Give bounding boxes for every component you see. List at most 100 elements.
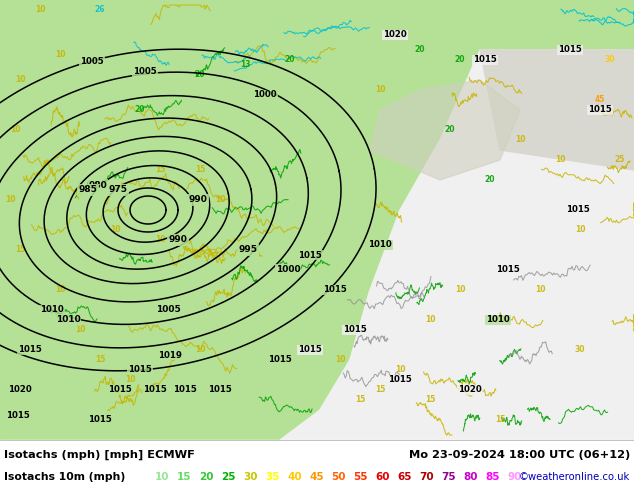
Text: 10: 10 [555,155,566,165]
Text: 10: 10 [335,356,346,365]
Text: 1005: 1005 [133,68,157,76]
Text: 40: 40 [287,472,302,482]
Text: Mo 23-09-2024 18:00 UTC (06+12): Mo 23-09-2024 18:00 UTC (06+12) [409,450,630,460]
Text: 15: 15 [375,386,385,394]
Text: 45: 45 [595,96,605,104]
Text: 10: 10 [395,366,405,374]
Text: 1015: 1015 [323,286,347,294]
Text: 1015: 1015 [473,55,497,65]
Text: 20: 20 [199,472,214,482]
Text: 10: 10 [125,375,135,385]
Text: 1015: 1015 [343,325,367,335]
Text: 1015: 1015 [208,386,232,394]
Text: 30: 30 [243,472,257,482]
Text: 25: 25 [221,472,235,482]
Text: 25: 25 [615,155,625,165]
Polygon shape [320,50,634,440]
Text: 1015: 1015 [6,411,30,419]
Text: 30: 30 [605,55,615,65]
Text: 85: 85 [485,472,500,482]
Bar [0,0,634,440]
Text: 10: 10 [155,472,169,482]
Text: 1019: 1019 [158,350,182,360]
Text: 65: 65 [397,472,411,482]
Text: Isotachs (mph) [mph] ECMWF: Isotachs (mph) [mph] ECMWF [4,450,195,460]
Text: 75: 75 [441,472,456,482]
Text: 1015: 1015 [496,266,520,274]
Text: 15: 15 [15,245,25,254]
Text: 1010: 1010 [56,316,81,324]
Text: 10: 10 [455,286,465,294]
Text: 1015: 1015 [268,356,292,365]
Text: 35: 35 [265,472,280,482]
Polygon shape [280,290,500,440]
Text: 1020: 1020 [458,386,482,394]
Text: 20: 20 [135,105,145,115]
Text: 15: 15 [355,395,365,405]
Text: 20: 20 [285,55,295,65]
Text: 70: 70 [419,472,434,482]
Text: 1015: 1015 [588,105,612,115]
Text: 10: 10 [534,286,545,294]
Text: ©weatheronline.co.uk: ©weatheronline.co.uk [519,472,630,482]
Text: 15: 15 [155,166,165,174]
Text: 1010: 1010 [368,241,392,249]
Text: 10: 10 [195,345,205,354]
Text: 10: 10 [35,5,45,15]
Text: 60: 60 [375,472,389,482]
Text: 1005: 1005 [80,57,104,67]
Text: 10: 10 [575,225,585,235]
Text: 10: 10 [155,236,165,245]
Text: 10: 10 [515,136,525,145]
Text: 1015: 1015 [388,375,412,385]
Text: 20: 20 [444,125,455,134]
Text: 30: 30 [575,345,585,354]
Text: 10: 10 [375,85,385,95]
Text: 10: 10 [15,75,25,84]
Text: 13: 13 [240,60,250,70]
Text: 10: 10 [110,225,120,235]
Text: 1015: 1015 [108,386,132,394]
Text: 15: 15 [195,166,205,174]
Text: 1015: 1015 [88,416,112,424]
Text: 20: 20 [455,55,465,65]
Text: 985: 985 [79,186,98,195]
Text: 1015: 1015 [128,366,152,374]
Text: 10: 10 [10,125,20,134]
Bar [0,440,634,490]
Text: 10: 10 [55,50,65,59]
Text: 55: 55 [353,472,368,482]
Text: 10: 10 [55,286,65,294]
Text: 1020: 1020 [383,30,407,40]
Text: 20: 20 [485,175,495,185]
Text: 10: 10 [4,196,15,204]
Text: 20: 20 [415,46,425,54]
Text: 10: 10 [425,316,436,324]
Text: 80: 80 [463,472,477,482]
Text: 1015: 1015 [143,386,167,394]
Text: 1010: 1010 [40,305,64,315]
Text: 1015: 1015 [173,386,197,394]
Text: 15: 15 [95,356,105,365]
Text: 50: 50 [331,472,346,482]
Text: 980: 980 [89,180,107,190]
Text: 1010: 1010 [486,316,510,324]
Text: 1015: 1015 [298,345,322,354]
Polygon shape [480,50,634,170]
Text: 10: 10 [215,196,225,204]
Text: 1000: 1000 [253,91,277,99]
Text: Isotachs 10m (mph): Isotachs 10m (mph) [4,472,126,482]
Text: 990: 990 [169,236,188,245]
Text: 90: 90 [507,472,521,482]
Text: 1015: 1015 [298,250,322,260]
Text: 15: 15 [177,472,191,482]
Text: 20: 20 [195,71,205,79]
Text: 1015: 1015 [18,345,42,354]
Polygon shape [370,80,520,180]
Text: 1015: 1015 [558,46,582,54]
Text: 26: 26 [94,5,105,15]
Text: 15: 15 [495,416,505,424]
Text: 1005: 1005 [155,305,181,315]
Text: 975: 975 [108,186,127,195]
Text: 1020: 1020 [8,386,32,394]
